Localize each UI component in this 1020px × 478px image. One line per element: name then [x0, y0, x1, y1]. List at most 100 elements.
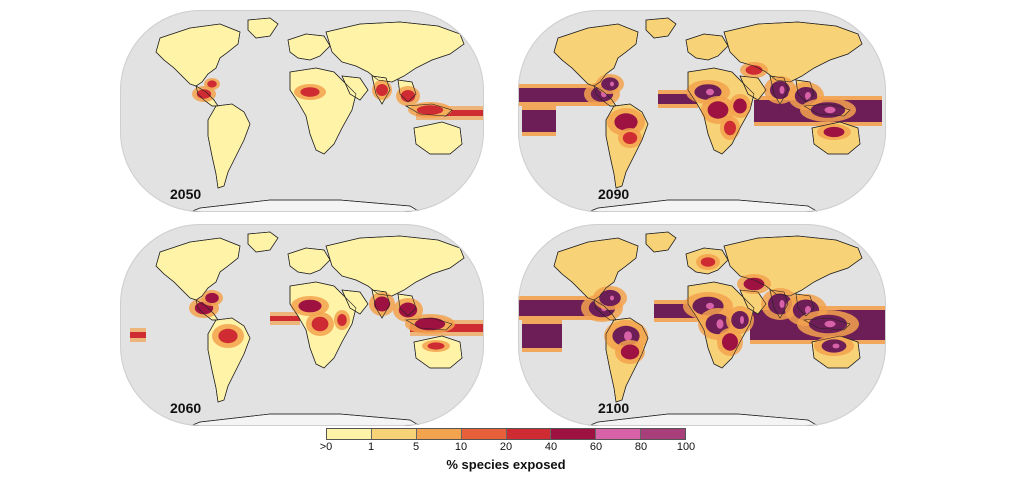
country-border [413, 335, 463, 369]
country-border [687, 281, 755, 369]
legend-tick-label: >0 [319, 441, 333, 453]
legend-tick-label: 60 [589, 441, 603, 453]
legend-tick-label: 10 [454, 441, 468, 453]
exposure-hotspot-core [707, 101, 729, 119]
legend-tick-label: 100 [676, 441, 696, 453]
map-frame [518, 224, 886, 426]
world-map-2090 [518, 10, 886, 212]
exposure-hotspot-core [400, 90, 416, 102]
country-border [207, 317, 251, 403]
legend-tick-label: 40 [544, 441, 558, 453]
year-label: 2090 [598, 186, 630, 202]
exposure-hotspot-core [414, 317, 446, 331]
exposure-hotspot-core [743, 277, 765, 291]
exposure-hotspot-core [620, 344, 640, 360]
exposure-hotspot-core [733, 98, 747, 114]
ocean-exposure-core [130, 332, 146, 338]
country-border [289, 67, 357, 155]
country-border [247, 231, 279, 253]
exposure-hotspot-core [700, 257, 716, 267]
color-legend: % species exposed >0 1 5 10 20 40 60 80 100 [316, 428, 696, 474]
country-border [605, 317, 649, 403]
country-border [723, 235, 863, 297]
exposure-hotspot-core [823, 126, 845, 138]
ocean-exposure-core [658, 94, 698, 104]
legend-swatch [551, 429, 597, 439]
country-border [685, 247, 729, 275]
legend-swatch [596, 429, 642, 439]
legend-swatch [327, 429, 372, 439]
country-border [739, 75, 767, 101]
exposure-hotspot-peak [740, 316, 744, 324]
exposure-hotspot-core [311, 316, 329, 332]
exposure-hotspot-core [722, 333, 738, 351]
country-border [195, 85, 219, 107]
exposure-hotspot-peak [716, 319, 724, 329]
exposure-hotspot-core [298, 299, 322, 313]
country-border [207, 103, 251, 189]
country-border [413, 121, 463, 155]
country-border [645, 17, 677, 39]
map-frame [120, 224, 484, 426]
exposure-hotspot-peak [805, 92, 811, 100]
legend-swatch [416, 429, 462, 439]
map-panel-2050: 2050 [120, 10, 484, 212]
exposure-hotspot-peak [610, 81, 614, 87]
map-panel-2090: 2090 [518, 10, 886, 212]
exposure-hotspot-peak [706, 302, 714, 310]
country-border [195, 299, 219, 321]
country-border [811, 335, 861, 369]
legend-tick-label: 1 [367, 441, 375, 453]
exposure-hotspot-peak [832, 343, 840, 349]
country-border [371, 75, 391, 105]
country-border [287, 33, 331, 61]
country-border [397, 79, 417, 103]
map-panel-2100: 2100 [518, 224, 886, 426]
legend-swatch [506, 429, 552, 439]
country-border [155, 237, 241, 301]
country-border [247, 17, 279, 39]
exposure-hotspot-peak [824, 320, 836, 328]
legend-swatch [641, 429, 685, 439]
legend-colorbar [326, 428, 686, 440]
exposure-hotspot-core [724, 120, 736, 136]
exposure-hotspot-core [622, 132, 638, 144]
country-border [593, 85, 617, 107]
exposure-hotspot-peak [706, 88, 714, 96]
country-border [811, 121, 861, 155]
legend-tick-label: 20 [499, 441, 513, 453]
country-border [405, 103, 453, 117]
country-border [405, 317, 453, 331]
legend-swatch [371, 429, 417, 439]
world-map-2100 [518, 224, 886, 426]
exposure-hotspot-core [416, 105, 444, 115]
country-border [593, 299, 617, 321]
legend-tick-label: 5 [412, 441, 420, 453]
map-frame [120, 10, 484, 212]
country-border [645, 231, 677, 253]
country-border [605, 103, 649, 189]
country-border [289, 281, 357, 369]
country-border [769, 289, 789, 319]
exposure-hotspot-core [207, 80, 217, 88]
exposure-hotspot-peak [624, 331, 632, 341]
country-border [189, 199, 422, 212]
country-border [587, 413, 820, 426]
legend-tick-label: 80 [634, 441, 648, 453]
country-border [553, 237, 639, 301]
country-border [341, 75, 369, 101]
exposure-hotspot-core [218, 328, 238, 344]
country-border [803, 103, 851, 117]
country-border [155, 23, 241, 87]
country-border [685, 33, 729, 61]
exposure-hotspot-core [376, 84, 388, 96]
exposure-hotspot-core [205, 292, 219, 304]
exposure-hotspot-peak [779, 300, 785, 308]
exposure-hotspot-core [398, 302, 418, 318]
country-border [371, 289, 391, 319]
country-border [397, 293, 417, 317]
country-border [739, 289, 767, 315]
exposure-hotspot-core [337, 314, 347, 326]
country-border [587, 199, 820, 212]
map-frame [518, 10, 886, 212]
